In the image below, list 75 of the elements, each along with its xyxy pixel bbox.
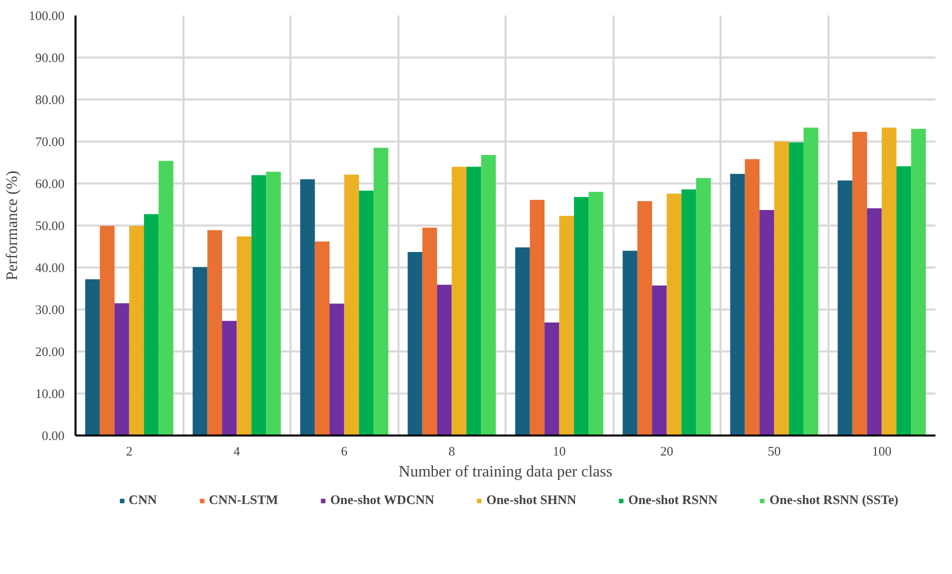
- y-tick-label: 90.00: [35, 50, 64, 65]
- bar: [374, 148, 388, 436]
- bar: [300, 179, 315, 436]
- y-tick-label: 70.00: [35, 134, 64, 149]
- x-tick-label: 2: [126, 444, 132, 458]
- bar: [760, 210, 774, 436]
- bar: [358, 190, 374, 436]
- bar: [911, 128, 926, 436]
- x-tick-label: 100: [872, 444, 892, 458]
- bar: [314, 241, 330, 436]
- bar: [144, 214, 159, 436]
- y-tick-label: 100.00: [28, 8, 64, 23]
- bar: [574, 196, 589, 436]
- x-tick-label: 8: [448, 444, 455, 458]
- bar: [804, 128, 818, 436]
- x-tick-label: 50: [768, 444, 781, 458]
- bar: [882, 128, 896, 436]
- bar: [730, 174, 745, 436]
- bar: [481, 154, 496, 436]
- bar: [652, 286, 667, 436]
- bar: [666, 194, 682, 436]
- legend-label: One-shot RSNN: [628, 492, 718, 508]
- x-axis-title: Number of training data per class: [398, 464, 612, 480]
- y-tick-label: 40.00: [35, 260, 64, 275]
- y-tick-label: 20.00: [35, 344, 64, 359]
- y-tick-label: 50.00: [35, 218, 64, 233]
- x-tick-label: 10: [552, 444, 566, 458]
- legend-label: CNN-LSTM: [208, 492, 278, 508]
- bar: [236, 236, 252, 436]
- bar: [452, 166, 466, 436]
- bar: [344, 174, 359, 436]
- y-axis-title: Performance (%): [4, 170, 21, 280]
- bar: [622, 250, 638, 436]
- bar: [437, 284, 452, 436]
- bar: [637, 201, 652, 436]
- bar: [114, 303, 130, 436]
- y-tick-label: 60.00: [35, 176, 64, 191]
- legend-label: CNN: [128, 492, 157, 508]
- bar: [530, 200, 545, 436]
- bar: [422, 228, 438, 436]
- bar: [774, 142, 789, 436]
- y-tick-label: 80.00: [35, 92, 64, 107]
- bar: [515, 247, 530, 436]
- legend-label: One-shot WDCNN: [330, 492, 434, 508]
- y-tick-label: 0.00: [42, 428, 64, 443]
- bar: [158, 160, 174, 436]
- bar: [408, 252, 422, 436]
- y-tick-label: 30.00: [35, 302, 64, 317]
- bar: [838, 180, 852, 436]
- bar: [129, 226, 144, 436]
- x-tick-label: 4: [234, 444, 240, 458]
- bar: [867, 208, 882, 436]
- bar: [222, 320, 237, 436]
- bar: [852, 132, 868, 436]
- x-tick-label: 20: [660, 444, 674, 458]
- bar: [466, 166, 482, 436]
- bar: [251, 175, 266, 436]
- bar: [544, 322, 560, 436]
- bar: [681, 189, 696, 436]
- bar: [100, 226, 115, 436]
- bar: [896, 166, 912, 436]
- bar: [696, 178, 711, 436]
- bar: [266, 172, 281, 436]
- bar: [744, 159, 760, 436]
- legend-label: One-shot RSNN (SSTe): [769, 492, 898, 508]
- bar: [588, 192, 604, 436]
- bar: [207, 230, 222, 436]
- x-tick-label: 6: [341, 444, 348, 458]
- bar: [192, 267, 208, 436]
- bar: [559, 216, 574, 436]
- bar: [788, 142, 804, 436]
- bar: [85, 279, 100, 436]
- y-tick-label: 10.00: [35, 386, 64, 401]
- legend-label: One-shot SHNN: [486, 492, 576, 508]
- bar: [330, 304, 344, 436]
